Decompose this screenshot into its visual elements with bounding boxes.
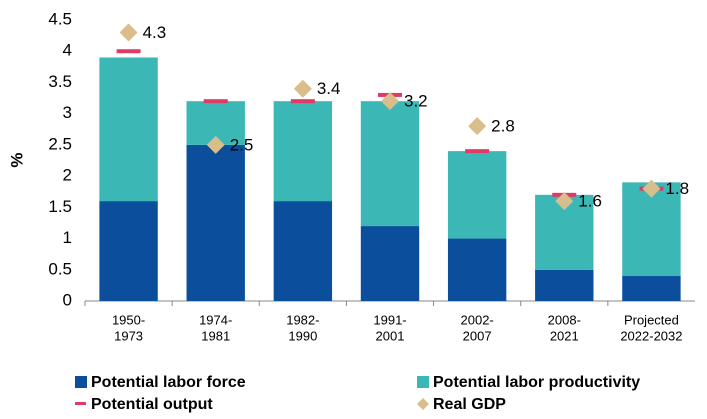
data-label: 4.3 (143, 23, 167, 42)
y-tick-label: 4 (63, 41, 72, 60)
real-gdp-marker (119, 23, 138, 42)
data-label: 1.6 (578, 192, 602, 211)
potential-output-marker (465, 149, 490, 154)
bar-segment (535, 269, 594, 301)
legend-label: Real GDP (433, 396, 506, 413)
legend-swatch (75, 376, 87, 388)
y-tick-label: 3 (63, 103, 72, 122)
x-tick-label: 1950- (112, 312, 145, 327)
x-tick-label: 2002- (461, 312, 494, 327)
y-tick-label: 2 (63, 166, 72, 185)
y-tick-label: 1 (63, 228, 72, 247)
bar-segment (360, 101, 420, 227)
real-gdp-marker (381, 92, 399, 111)
bar-segment (360, 226, 420, 301)
x-tick-label: Projected (624, 312, 679, 327)
bar-segment (186, 144, 245, 301)
y-tick-label: 3.5 (48, 72, 72, 91)
bar-segment (622, 276, 681, 301)
x-tick-label: 1991- (373, 312, 406, 327)
x-tick-label: 1982- (286, 312, 319, 327)
x-tick-label: 1990 (288, 328, 317, 343)
bar-segment (99, 57, 158, 202)
potential-output-marker (203, 99, 228, 104)
real-gdp-marker (468, 117, 487, 136)
x-tick-label: 2001 (376, 328, 405, 343)
x-tick-label: 1974- (199, 312, 232, 327)
legend-swatch (75, 402, 86, 405)
legend-label: Potential labor productivity (433, 374, 640, 391)
legend-label: Potential output (91, 396, 213, 413)
potential-output-marker (116, 49, 141, 54)
x-tick-label: 2021 (550, 328, 579, 343)
y-tick-label: 0.5 (48, 259, 72, 278)
real-gdp-marker (206, 135, 225, 154)
real-gdp-marker (555, 192, 574, 211)
x-tick-label: 1981 (201, 328, 230, 343)
y-tick-label: 2.5 (48, 134, 72, 153)
x-tick-label: 2007 (463, 328, 492, 343)
data-label: 2.8 (491, 117, 515, 136)
data-label: 1.8 (665, 179, 689, 198)
real-gdp-marker (293, 79, 312, 98)
y-tick-label: 4.5 (48, 9, 72, 28)
bar-segment (273, 201, 333, 301)
legend-label: Potential labor force (91, 374, 246, 391)
legend-swatch (417, 398, 429, 410)
bar-segment (447, 238, 507, 301)
bar-segment (99, 201, 158, 301)
real-gdp-marker (642, 179, 661, 198)
data-label: 3.2 (404, 92, 428, 111)
bar-segment (622, 182, 681, 277)
x-tick-label: 1973 (114, 328, 143, 343)
y-axis-label: % (7, 152, 26, 167)
data-label: 2.5 (230, 135, 254, 154)
y-tick-label: 0 (63, 290, 72, 309)
x-tick-label: 2022-2032 (620, 328, 682, 343)
bar-segment (273, 101, 333, 202)
y-tick-label: 1.5 (48, 197, 72, 216)
legend-swatch (417, 376, 429, 388)
bar-segment (447, 151, 507, 239)
x-tick-label: 2008- (548, 312, 581, 327)
potential-output-marker (290, 99, 315, 104)
data-label: 3.4 (317, 79, 341, 98)
